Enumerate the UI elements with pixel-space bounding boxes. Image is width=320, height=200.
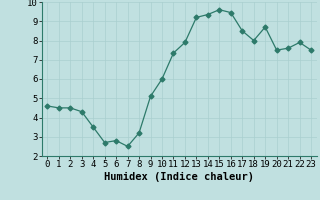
X-axis label: Humidex (Indice chaleur): Humidex (Indice chaleur) [104,172,254,182]
